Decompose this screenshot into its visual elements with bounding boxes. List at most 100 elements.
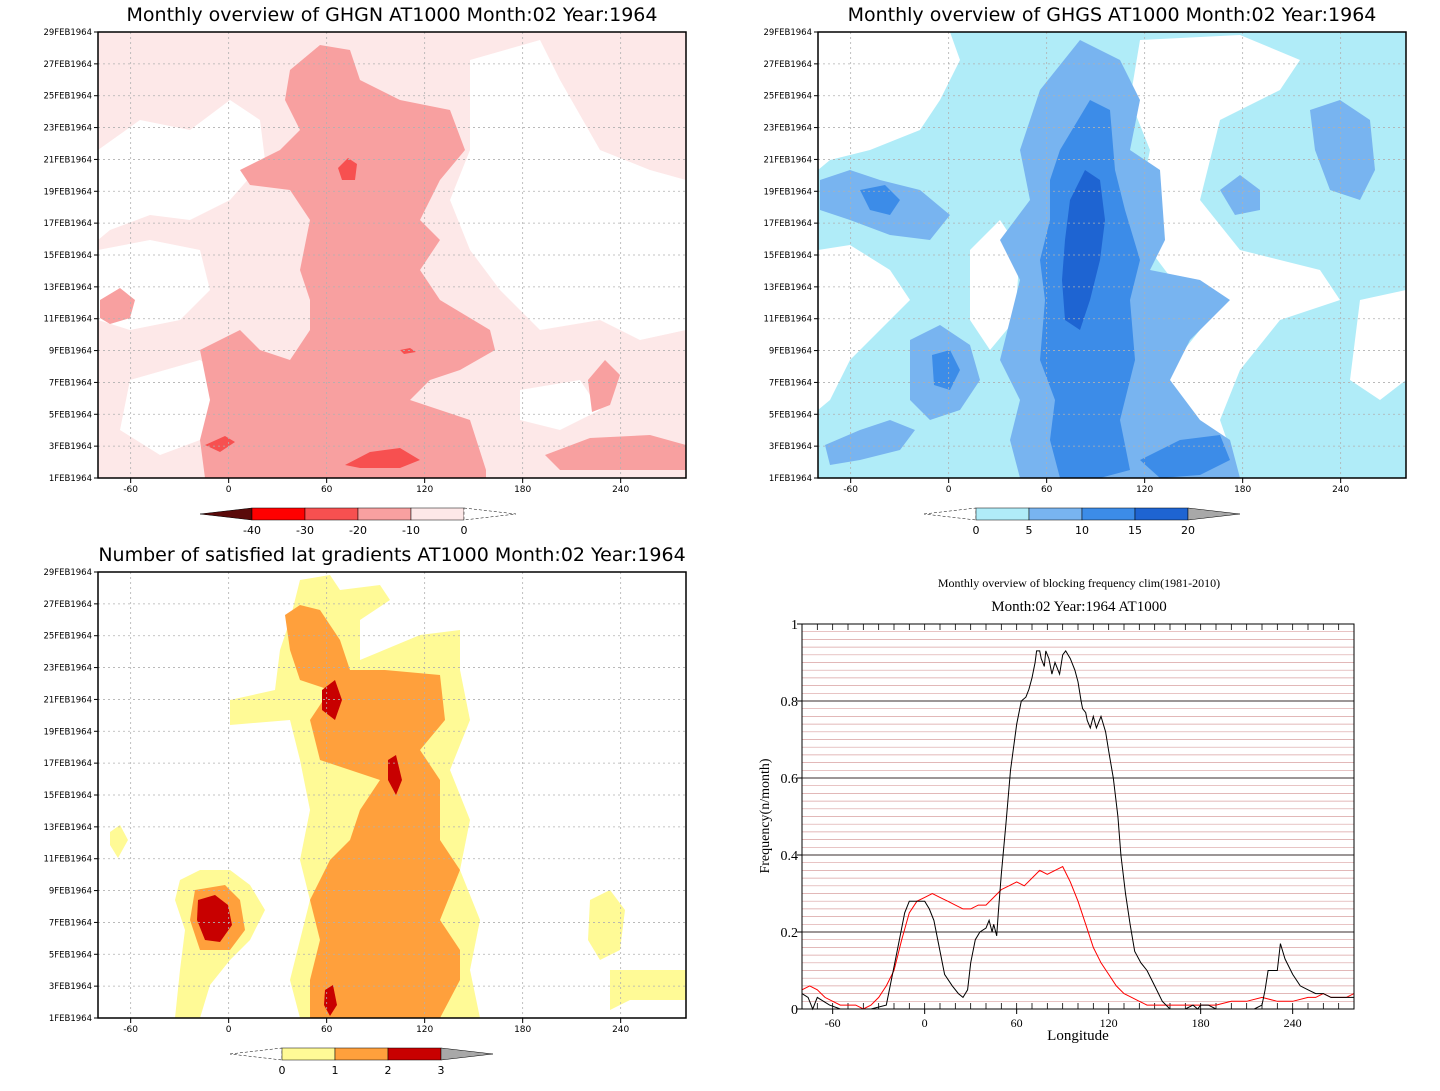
- white-region-upper-left: [818, 32, 960, 170]
- x-tick-label: 240: [612, 485, 629, 495]
- y-tick-label: 0.8: [781, 695, 799, 710]
- y-tick-label: 5FEB1964: [49, 950, 92, 960]
- colorbar-swatch: [1081, 507, 1136, 521]
- y-tick-label: 27FEB1964: [763, 60, 812, 70]
- grid-lines: [98, 572, 686, 1018]
- level-10-20-bottom-right: [545, 435, 686, 470]
- y-tick-label: 7FEB1964: [49, 378, 92, 388]
- colorbar-low-triangle: [229, 1047, 283, 1061]
- x-tick-label: 180: [514, 485, 531, 495]
- white-region-left: [98, 100, 265, 240]
- colorbar: 0 5 10 15 20: [923, 507, 1241, 537]
- colorbar-label: -20: [349, 524, 367, 537]
- x-tick-labels: -60 0 60 120 180 240: [123, 1025, 629, 1035]
- level-10-15-bottom: [1140, 435, 1230, 478]
- y-tick-label: 19FEB1964: [43, 727, 92, 737]
- plot-area: 1FEB1964 3FEB1964 5FEB1964 7FEB1964 9FEB1964…: [43, 28, 687, 495]
- y-tick-labels: 1FEB1964 3FEB1964 5FEB1964 7FEB1964 9FEB1964…: [763, 28, 812, 484]
- y-tick-label: 0.2: [781, 926, 799, 941]
- x-tick-label: 240: [612, 1025, 629, 1035]
- y-tick-label: 21FEB1964: [43, 695, 92, 705]
- colorbar-swatch: [387, 1047, 442, 1061]
- colorbar-label: 15: [1128, 524, 1142, 537]
- colorbar-label: -40: [243, 524, 261, 537]
- colorbar-high-triangle: [1187, 507, 1241, 521]
- level-20-30-small-1: [205, 436, 235, 452]
- y-tick-label: 27FEB1964: [43, 600, 92, 610]
- white-region-right: [1130, 35, 1340, 478]
- ghgn-chart: Monthly overview of GHGN AT1000 Month:02…: [43, 4, 687, 537]
- colorbar-swatch: [281, 1047, 336, 1061]
- y-tick-label: 3FEB1964: [769, 442, 812, 452]
- y-tick-label: 13FEB1964: [43, 283, 92, 293]
- y-tick-label: 7FEB1964: [49, 918, 92, 928]
- colorbar-label: 10: [1075, 524, 1089, 537]
- colorbar: -40 -30 -20 -10 0: [199, 507, 517, 537]
- y-tick-label: 15FEB1964: [43, 251, 92, 261]
- chart-title: Monthly overview of GHGS AT1000 Month:02…: [848, 4, 1377, 26]
- y-tick-label: 23FEB1964: [43, 664, 92, 674]
- y-tick-label: 11FEB1964: [43, 315, 92, 325]
- level-5-10-right-mid: [1220, 175, 1260, 215]
- lat-gradients-chart: Number of satisfied lat gradients AT1000…: [43, 544, 687, 1077]
- y-tick-label: 25FEB1964: [763, 92, 812, 102]
- x-tick-label: 0: [226, 1025, 232, 1035]
- x-tick-label: 120: [416, 1025, 433, 1035]
- plot-area: 1FEB1964 3FEB1964 5FEB1964 7FEB1964 9FEB1964…: [763, 28, 1407, 495]
- y-tick-labels: 0 0.2 0.4 0.6 0.8 1: [781, 618, 799, 1018]
- y-tick-label: 0: [791, 1003, 798, 1018]
- colorbar-swatch: [251, 507, 306, 521]
- y-tick-label: 29FEB1964: [763, 28, 812, 38]
- y-tick-label: 29FEB1964: [43, 568, 92, 578]
- y-tick-label: 27FEB1964: [43, 60, 92, 70]
- white-region-far-right: [1350, 290, 1406, 400]
- colorbar-high-triangle: [463, 507, 517, 521]
- y-tick-label: 9FEB1964: [769, 347, 812, 357]
- y-tick-label: 7FEB1964: [769, 378, 812, 388]
- y-tick-label: 0.4: [781, 849, 799, 864]
- level-1-bottom-right: [610, 970, 686, 1010]
- x-tick-labels: -60 0 60 120 180 240: [123, 485, 629, 495]
- y-tick-label: 25FEB1964: [43, 92, 92, 102]
- x-tick-label: 180: [1234, 485, 1251, 495]
- x-tick-label: -60: [123, 485, 138, 495]
- colorbar-label: 0: [279, 1064, 286, 1077]
- y-tick-label: 9FEB1964: [49, 887, 92, 897]
- chart-subtitle: Month:02 Year:1964 AT1000: [991, 599, 1166, 615]
- y-tick-label: 23FEB1964: [43, 124, 92, 134]
- x-tick-label: -60: [843, 485, 858, 495]
- colorbar-swatch: [975, 507, 1030, 521]
- colorbar-swatch: [334, 1047, 389, 1061]
- plot-frame: [801, 623, 1355, 1010]
- white-region-left: [818, 245, 910, 410]
- level-10-15-left: [860, 185, 900, 215]
- y-tick-label: 13FEB1964: [763, 283, 812, 293]
- level-3-small-2: [388, 755, 402, 795]
- y-tick-label: 19FEB1964: [763, 187, 812, 197]
- x-tick-label: 60: [321, 485, 333, 495]
- white-region-bottom-right: [520, 380, 600, 430]
- grid-lines: [818, 32, 1406, 478]
- x-tick-label: 120: [416, 485, 433, 495]
- plot-area: 0 0.2 0.4 0.6 0.8 1 -60 0 60 120 180 240: [781, 618, 1355, 1030]
- y-tick-label: 29FEB1964: [43, 28, 92, 38]
- y-tick-label: 5FEB1964: [49, 410, 92, 420]
- colorbar-label: 1: [332, 1064, 339, 1077]
- y-tick-label: 25FEB1964: [43, 632, 92, 642]
- x-axis-label: Longitude: [1047, 1028, 1109, 1044]
- level-15-20-region: [1062, 170, 1105, 330]
- x-tick-label: 0: [226, 485, 232, 495]
- grid-lines: [98, 32, 686, 478]
- x-tick-label: 60: [1011, 1016, 1023, 1030]
- colorbar-swatch: [1134, 507, 1189, 521]
- y-tick-label: 9FEB1964: [49, 347, 92, 357]
- x-tick-label: 60: [1041, 485, 1053, 495]
- ghgs-chart: Monthly overview of GHGS AT1000 Month:02…: [763, 4, 1407, 537]
- level-1-right: [588, 890, 625, 960]
- level-20-30-small-2: [338, 158, 357, 180]
- colorbar-label: 2: [385, 1064, 392, 1077]
- y-tick-label: 11FEB1964: [763, 315, 812, 325]
- colorbar-label: 0: [461, 524, 468, 537]
- x-tick-label: -60: [825, 1016, 841, 1030]
- colorbar-label: -30: [296, 524, 314, 537]
